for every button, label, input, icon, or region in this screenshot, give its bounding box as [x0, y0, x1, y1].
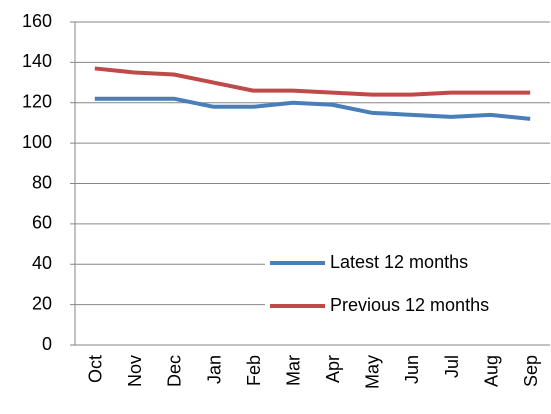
x-tick-label: Sep: [521, 355, 541, 387]
legend-label: Previous 12 months: [330, 295, 489, 315]
series-line: [94, 66, 531, 97]
series-line: [94, 96, 531, 121]
x-tick-label: Jul: [442, 355, 462, 378]
y-tick-label: 60: [32, 213, 52, 233]
x-tick-label: Jun: [402, 355, 422, 384]
y-tick-label: 140: [22, 51, 52, 71]
y-tick-label: 120: [22, 92, 52, 112]
x-tick-label: Dec: [165, 355, 185, 387]
y-tick-label: 20: [32, 293, 52, 313]
y-tick-label: 40: [32, 253, 52, 273]
x-tick-label: Apr: [323, 355, 343, 383]
legend-box: [265, 243, 550, 325]
x-tick-label: Nov: [125, 355, 145, 387]
x-tick-label: Aug: [481, 355, 501, 387]
x-tick-label: May: [363, 355, 383, 389]
x-tick-label: Jan: [204, 355, 224, 384]
y-tick-label: 80: [32, 172, 52, 192]
legend-label: Latest 12 months: [330, 252, 468, 272]
y-tick-label: 160: [22, 11, 52, 31]
y-tick-label: 100: [22, 132, 52, 152]
x-tick-label: Oct: [86, 355, 106, 383]
x-tick-label: Mar: [283, 355, 303, 386]
x-tick-label: Feb: [244, 355, 264, 386]
y-tick-label: 0: [42, 334, 52, 354]
